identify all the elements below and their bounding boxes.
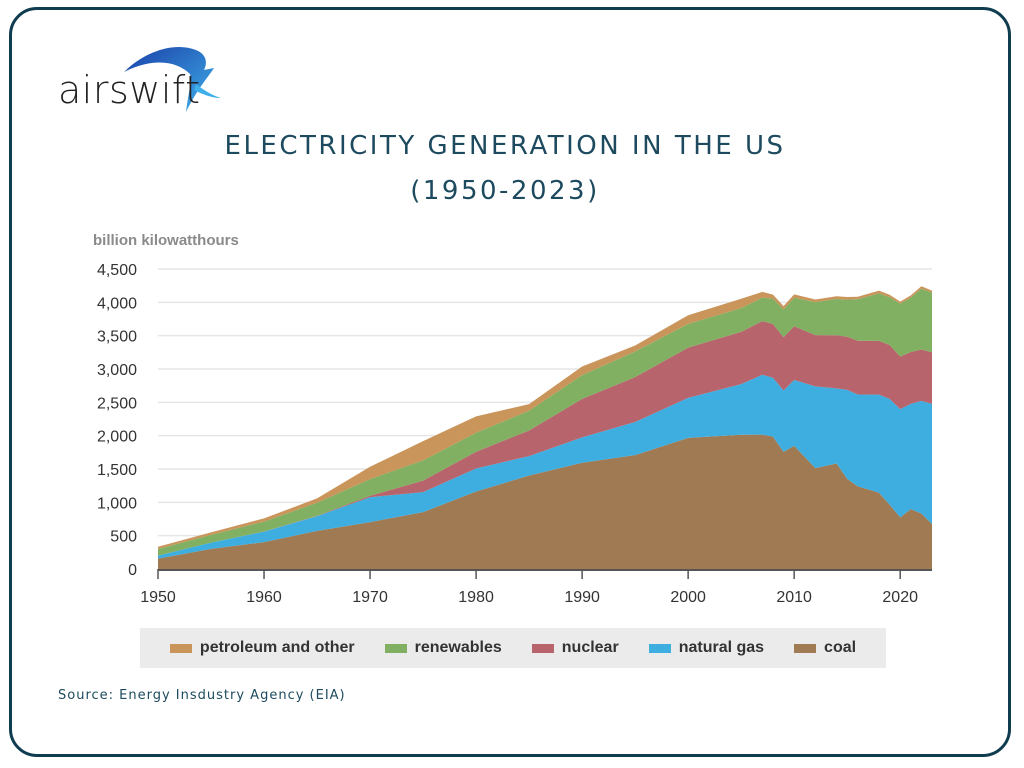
legend-label: renewables (414, 639, 502, 656)
y-tick-label: 4,000 (97, 295, 137, 312)
legend-item: nuclear (531, 639, 619, 657)
y-tick-label: 3,000 (97, 362, 137, 379)
legend-item: coal (794, 639, 856, 657)
legend-swatch (384, 643, 407, 653)
y-tick-label: 4,500 (97, 262, 137, 279)
legend-swatch (794, 643, 817, 653)
area-coal (158, 434, 932, 569)
y-tick-label: 0 (128, 562, 137, 579)
legend: petroleum and other renewables nuclear natu… (140, 628, 886, 668)
y-tick-label: 1,500 (97, 462, 137, 479)
y-axis-label: billion kilowatthours (93, 232, 239, 249)
x-tick-label: 1970 (352, 589, 388, 606)
y-tick-label: 500 (110, 529, 137, 546)
x-tick-label: 1950 (140, 589, 176, 606)
chart-subtitle: (1950-2023) (410, 176, 600, 206)
y-tick-label: 2,500 (97, 395, 137, 412)
area-renewables (158, 288, 932, 556)
page-frame (9, 7, 1011, 757)
area-nuclear (158, 321, 932, 556)
legend-label: coal (824, 639, 857, 656)
x-tick-label: 2000 (670, 589, 706, 606)
y-tick-label: 3,500 (97, 329, 137, 346)
y-tick-label: 1,000 (97, 495, 137, 512)
logo-text: airswift (58, 68, 201, 112)
x-tick-label: 1980 (458, 589, 494, 606)
legend-item: petroleum and other (169, 639, 355, 657)
area-natural-gas (158, 374, 932, 559)
x-tick-label: 2020 (882, 589, 918, 606)
legend-swatch (531, 643, 554, 653)
x-tick-label: 1990 (564, 589, 600, 606)
airswift-logo: airswift (56, 40, 226, 120)
area-petroleum-and-other (158, 286, 932, 549)
legend-swatch (169, 643, 192, 653)
chart-title: ELECTRICITY GENERATION IN THE US (224, 131, 786, 161)
x-tick-label: 1960 (246, 589, 282, 606)
legend-item: renewables (384, 639, 502, 657)
legend-label: nuclear (561, 639, 619, 656)
legend-swatch (648, 643, 671, 653)
y-tick-label: 2,000 (97, 429, 137, 446)
legend-label: natural gas (678, 639, 765, 656)
legend-label: petroleum and other (199, 639, 355, 656)
swift-bird-icon (124, 46, 221, 112)
legend-item: natural gas (648, 639, 765, 657)
source-note: Source: Energy Insdustry Agency (EIA) (58, 688, 346, 703)
x-tick-label: 2010 (776, 589, 812, 606)
